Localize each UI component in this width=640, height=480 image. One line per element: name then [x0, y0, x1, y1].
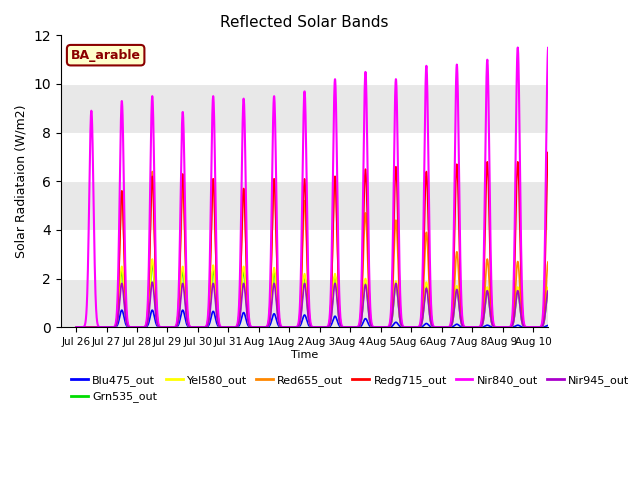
Bar: [61, 278, 548, 327]
Text: BA_arable: BA_arable: [70, 48, 141, 61]
Legend: Blu475_out, Grn535_out, Yel580_out, Red655_out, Redg715_out, Nir840_out, Nir945_: Blu475_out, Grn535_out, Yel580_out, Red6…: [67, 371, 634, 407]
Bar: [61, 181, 548, 230]
Title: Reflected Solar Bands: Reflected Solar Bands: [220, 15, 388, 30]
Y-axis label: Solar Radiataion (W/m2): Solar Radiataion (W/m2): [15, 105, 28, 258]
X-axis label: Time: Time: [291, 349, 318, 360]
Bar: [61, 84, 548, 132]
